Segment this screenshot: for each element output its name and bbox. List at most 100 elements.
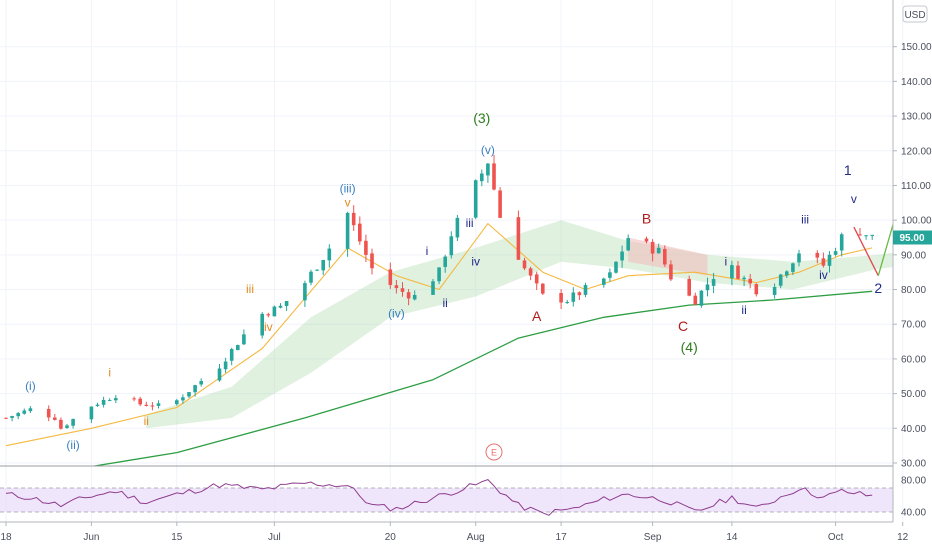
wave-label: (i) — [25, 379, 36, 393]
wave-label: (4) — [681, 339, 698, 355]
candle-body — [687, 278, 691, 296]
price-tick-label: 90.00 — [901, 250, 926, 261]
candle-body — [65, 425, 69, 429]
ichimoku-cloud — [146, 220, 893, 429]
price-tick-label: 40.00 — [901, 424, 926, 435]
wave-label: iii — [801, 213, 809, 227]
candle-body — [571, 292, 576, 302]
candle-body — [705, 284, 710, 291]
candle-body — [559, 293, 563, 303]
candle-body — [59, 419, 63, 429]
candle-body — [351, 212, 356, 226]
price-tick-label: 80.00 — [901, 285, 926, 296]
wave-label: 2 — [874, 280, 882, 296]
candle-body — [132, 398, 136, 400]
wave-label: v — [851, 192, 857, 206]
candle-body — [516, 217, 521, 260]
candle-body — [199, 381, 203, 385]
candle-body — [778, 274, 783, 286]
candle-body — [150, 405, 155, 407]
candle-body — [534, 274, 539, 284]
wave-label: i — [724, 254, 727, 268]
candle-body — [303, 283, 307, 301]
candle-body — [449, 236, 454, 256]
rsi-axis[interactable]: 40.00 80.00 — [901, 476, 926, 519]
candle-body — [864, 235, 868, 237]
wave-label: iv — [471, 254, 480, 268]
candle-body — [797, 253, 801, 263]
candle-body — [839, 234, 844, 251]
candlesticks — [4, 154, 874, 430]
price-tick-label: 70.00 — [901, 320, 926, 331]
wave-label: (iv) — [388, 306, 405, 320]
candle-body — [193, 385, 197, 393]
projection-wave-2 — [853, 226, 879, 276]
time-tick-label: 15 — [171, 532, 183, 543]
candle-body — [644, 238, 649, 242]
candle-body — [223, 361, 228, 370]
wave-label: ii — [443, 296, 448, 310]
price-tick-label: 100.00 — [901, 216, 932, 227]
price-tick-label: 50.00 — [901, 389, 926, 400]
candle-body — [53, 417, 57, 420]
candle-body — [412, 294, 417, 300]
candle-body — [480, 173, 484, 182]
ma-slow-line — [91, 290, 873, 466]
candle-body — [46, 408, 51, 418]
candle-body — [486, 163, 490, 176]
wave-label: iv — [264, 320, 273, 334]
candle-body — [730, 265, 734, 279]
time-tick-label: Oct — [828, 532, 844, 543]
candle-body — [394, 285, 399, 289]
candle-body — [89, 406, 94, 420]
candle-body — [736, 265, 740, 279]
wave-label: (ii) — [66, 438, 79, 452]
time-axis[interactable]: 18Jun15Jul20Aug17Sep14Oct121926 — [0, 522, 932, 543]
wave-label: C — [678, 318, 688, 334]
candle-body — [266, 314, 271, 316]
candle-body — [528, 268, 533, 276]
rsi-tick-label: 80.00 — [901, 476, 926, 487]
candle-body — [772, 287, 777, 295]
candle-body — [650, 241, 655, 254]
candle-body — [785, 271, 789, 276]
candle-body — [400, 288, 405, 292]
time-tick-label: Jun — [83, 532, 99, 543]
wave-projection — [853, 222, 893, 276]
candle-body — [620, 251, 624, 261]
candle-body — [321, 259, 325, 271]
candle-body — [156, 403, 161, 406]
price-axis[interactable]: 30.00 40.00 50.00 60.00 70.00 80.00 90.00 100.0… — [893, 42, 932, 470]
candle-body — [656, 247, 661, 254]
candle-body — [821, 258, 826, 266]
candle-body — [431, 281, 435, 295]
earnings-label: E — [491, 448, 497, 458]
earnings-marker[interactable]: E — [485, 443, 503, 461]
candle-body — [522, 260, 527, 269]
currency-badge[interactable]: USD — [902, 5, 928, 23]
candle-body — [870, 234, 874, 236]
candle-body — [16, 413, 20, 417]
wave-label: iii — [246, 282, 254, 296]
ma-fast-line — [5, 223, 873, 447]
candle-body — [229, 349, 234, 361]
candle-body — [236, 345, 240, 351]
wave-label: ii — [144, 414, 149, 428]
candle-body — [815, 252, 820, 258]
candle-body — [101, 399, 106, 405]
wave-label: iv — [819, 268, 828, 282]
cloud-area-bearish — [628, 237, 708, 276]
rsi-pane — [0, 479, 893, 516]
wave-label: i — [426, 244, 429, 258]
candle-body — [577, 292, 582, 296]
candle-body — [327, 248, 332, 261]
wave-labels: (i)(ii)iiiiiiiv(iii)v(iv)iiiiiiiv(v)(3)A… — [25, 110, 882, 452]
wave-label: ii — [741, 303, 746, 317]
candle-body — [827, 254, 832, 266]
wave-label: v — [345, 195, 351, 209]
candle-body — [242, 334, 246, 345]
candle-body — [345, 212, 350, 249]
candle-body — [28, 408, 33, 412]
